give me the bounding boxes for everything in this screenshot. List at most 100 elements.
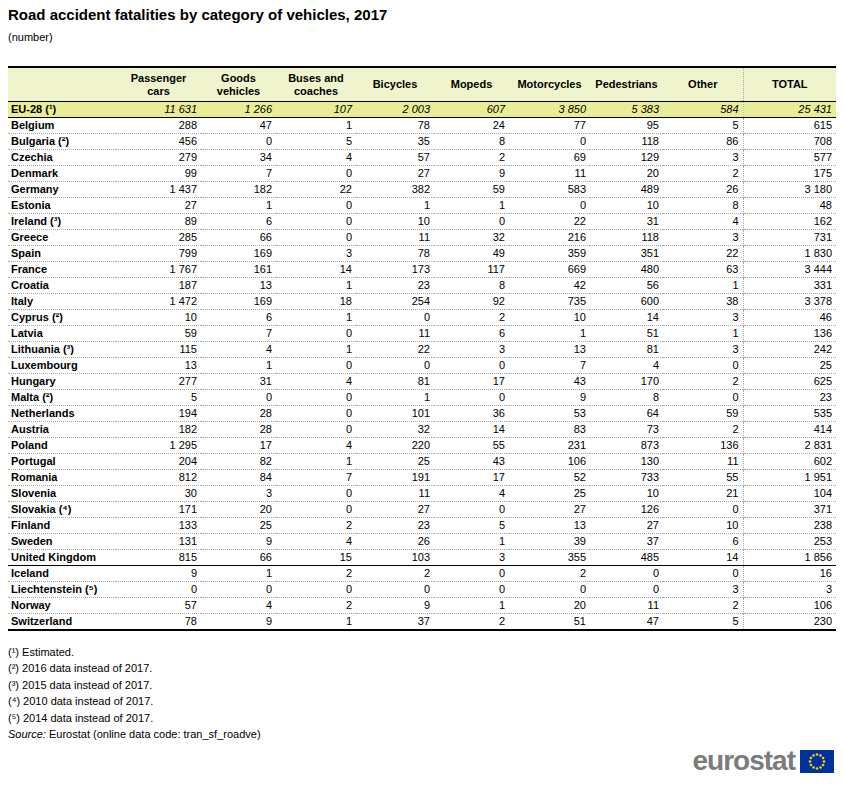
value-cell: 216 [509, 230, 590, 246]
eurostat-logo-text: eurostat [693, 744, 795, 778]
value-cell: 1 [201, 566, 276, 582]
value-cell: 17 [201, 438, 276, 454]
country-label: Spain [8, 246, 116, 262]
value-cell: 25 [356, 454, 434, 470]
footnote: (²) 2016 data instead of 2017. [8, 660, 261, 676]
value-cell: 1 951 [743, 470, 836, 486]
value-cell: 2 003 [356, 102, 434, 118]
value-cell: 220 [356, 438, 434, 454]
value-cell: 0 [663, 358, 743, 374]
value-cell: 5 [663, 614, 743, 631]
value-cell: 0 [590, 582, 663, 598]
value-cell: 11 [663, 454, 743, 470]
value-cell: 204 [116, 454, 201, 470]
value-cell: 351 [590, 246, 663, 262]
value-cell: 27 [356, 166, 434, 182]
value-cell: 10 [663, 518, 743, 534]
value-cell: 86 [663, 134, 743, 150]
value-cell: 129 [590, 150, 663, 166]
value-cell: 18 [276, 294, 356, 310]
value-cell: 0 [356, 310, 434, 326]
page: Road accident fatalities by category of … [0, 0, 844, 790]
value-cell: 3 [663, 582, 743, 598]
value-cell: 3 378 [743, 294, 836, 310]
value-cell: 131 [116, 534, 201, 550]
value-cell: 2 [434, 150, 509, 166]
value-cell: 615 [743, 118, 836, 134]
value-cell: 14 [276, 262, 356, 278]
value-cell: 1 [276, 342, 356, 358]
value-cell: 584 [663, 102, 743, 118]
country-label: Norway [8, 598, 116, 614]
country-label: Finland [8, 518, 116, 534]
value-cell: 480 [590, 262, 663, 278]
table-row: Germany1 4371822238259583489263 180 [8, 182, 836, 198]
value-cell: 107 [276, 102, 356, 118]
value-cell: 5 [663, 118, 743, 134]
table-row: Slovakia (⁴)171200270271260371 [8, 502, 836, 518]
value-cell: 9 [509, 390, 590, 406]
value-cell: 238 [743, 518, 836, 534]
value-cell: 5 [434, 518, 509, 534]
value-cell: 81 [356, 374, 434, 390]
value-cell: 27 [509, 502, 590, 518]
table-row: Ireland (³)896010022314162 [8, 214, 836, 230]
value-cell: 101 [356, 406, 434, 422]
table-row: Poland1 295174220552318731362 831 [8, 438, 836, 454]
value-cell: 0 [356, 582, 434, 598]
value-cell: 285 [116, 230, 201, 246]
value-cell: 11 [590, 598, 663, 614]
value-cell: 0 [276, 230, 356, 246]
value-cell: 27 [590, 518, 663, 534]
value-cell: 2 [663, 166, 743, 182]
value-cell: 2 [434, 614, 509, 631]
value-cell: 535 [743, 406, 836, 422]
value-cell: 5 [116, 390, 201, 406]
value-cell: 78 [116, 614, 201, 631]
value-cell: 414 [743, 422, 836, 438]
value-cell: 42 [509, 278, 590, 294]
column-header: Mopeds [434, 67, 509, 102]
value-cell: 31 [201, 374, 276, 390]
value-cell: 0 [116, 582, 201, 598]
value-cell: 63 [663, 262, 743, 278]
value-cell: 3 [663, 230, 743, 246]
column-header: Pedestrians [590, 67, 663, 102]
value-cell: 14 [590, 310, 663, 326]
value-cell: 4 [590, 358, 663, 374]
value-cell: 1 472 [116, 294, 201, 310]
value-cell: 0 [276, 390, 356, 406]
value-cell: 30 [116, 486, 201, 502]
value-cell: 37 [356, 614, 434, 631]
value-cell: 6 [663, 534, 743, 550]
value-cell: 288 [116, 118, 201, 134]
table-row: Luxembourg13100074025 [8, 358, 836, 374]
value-cell: 182 [116, 422, 201, 438]
value-cell: 10 [509, 310, 590, 326]
value-cell: 735 [509, 294, 590, 310]
value-cell: 32 [356, 422, 434, 438]
country-label: Malta (²) [8, 390, 116, 406]
value-cell: 242 [743, 342, 836, 358]
footnote: (⁴) 2010 data instead of 2017. [8, 693, 261, 709]
value-cell: 13 [201, 278, 276, 294]
value-cell: 5 [276, 134, 356, 150]
value-cell: 77 [509, 118, 590, 134]
value-cell: 36 [434, 406, 509, 422]
value-cell: 0 [201, 582, 276, 598]
value-cell: 25 [509, 486, 590, 502]
value-cell: 73 [590, 422, 663, 438]
value-cell: 182 [201, 182, 276, 198]
value-cell: 1 [434, 598, 509, 614]
value-cell: 81 [590, 342, 663, 358]
table-row: Malta (²)5001098023 [8, 390, 836, 406]
country-label: Germany [8, 182, 116, 198]
value-cell: 607 [434, 102, 509, 118]
value-cell: 331 [743, 278, 836, 294]
country-label: Estonia [8, 198, 116, 214]
value-cell: 39 [509, 534, 590, 550]
country-label: Czechia [8, 150, 116, 166]
value-cell: 4 [434, 486, 509, 502]
country-label: Poland [8, 438, 116, 454]
value-cell: 13 [509, 342, 590, 358]
